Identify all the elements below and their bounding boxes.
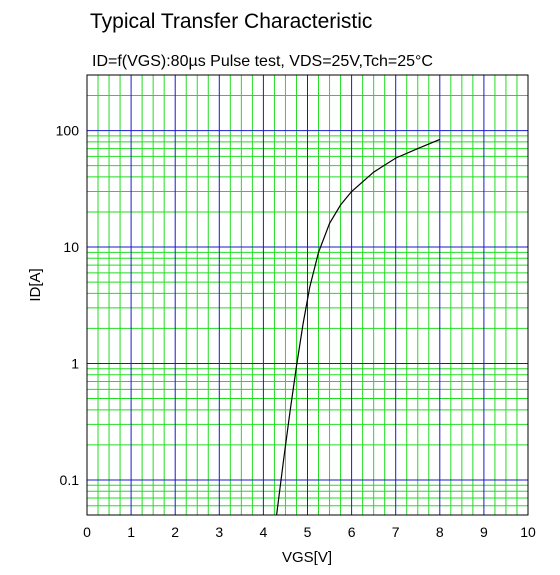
x-tick-label: 1 (127, 524, 135, 540)
y-tick-label: 10 (63, 239, 79, 255)
x-tick-label: 4 (260, 524, 268, 540)
y-axis-label: ID[A] (27, 268, 44, 301)
y-tick-label: 1 (71, 355, 79, 371)
x-axis-label: VGS[V] (282, 549, 332, 566)
x-tick-label: 7 (392, 524, 400, 540)
plot-frame (86, 74, 529, 516)
x-tick-label: 6 (348, 524, 356, 540)
x-tick-label: 8 (436, 524, 444, 540)
id-vgs-curve (276, 138, 441, 516)
x-tick-label: 9 (480, 524, 488, 540)
x-tick-label: 3 (215, 524, 223, 540)
data-series (276, 138, 441, 516)
x-tick-label: 2 (171, 524, 179, 540)
x-tick-label: 0 (83, 524, 91, 540)
chart-subtitle: ID=f(VGS):80µs Pulse test, VDS=25V,Tch=2… (92, 53, 433, 70)
chart-title: Typical Transfer Characteristic (90, 10, 372, 33)
y-tick-label: 0.1 (60, 472, 80, 488)
grid (87, 75, 528, 515)
x-tick-label: 10 (520, 524, 536, 540)
y-tick-label: 100 (56, 123, 80, 139)
y-tick-labels: 0.1 1 10 100 (56, 123, 80, 488)
x-tick-labels: 0 1 2 3 4 5 6 7 8 9 10 (83, 524, 536, 540)
x-tick-label: 5 (304, 524, 312, 540)
